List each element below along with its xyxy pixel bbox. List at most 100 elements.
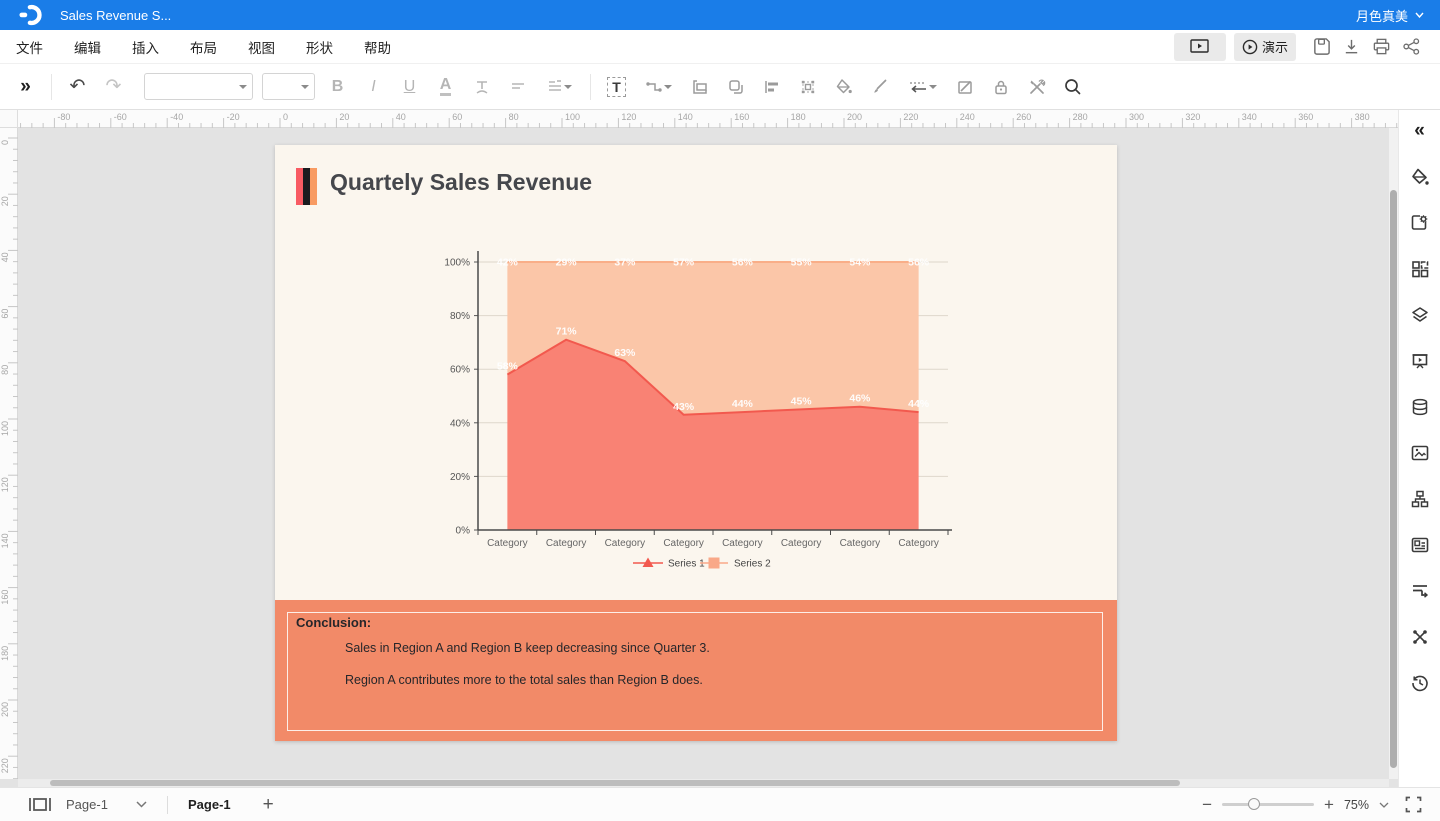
- preview-button[interactable]: [1173, 32, 1226, 61]
- menu-item-view[interactable]: 视图: [248, 40, 275, 56]
- svg-text:100%: 100%: [444, 258, 470, 269]
- tools-icon: [1029, 78, 1045, 94]
- svg-text:57%: 57%: [673, 257, 695, 269]
- menubar: 文件 编辑 插入 布局 视图 形状 帮助 演示: [0, 30, 1440, 64]
- page-dropdown[interactable]: Page-1: [66, 797, 108, 812]
- zoom-slider-knob[interactable]: [1248, 798, 1261, 810]
- fill-color-button[interactable]: [830, 73, 857, 100]
- brush-button[interactable]: [866, 73, 893, 100]
- zoom-slider[interactable]: [1222, 798, 1315, 810]
- svg-text:43%: 43%: [673, 401, 695, 413]
- bold-icon: B: [331, 77, 344, 95]
- page-settings-panel-button[interactable]: [1409, 212, 1430, 233]
- vertical-ruler: 0 20 40 60 80 100 120 140 160 180 200 220: [0, 128, 18, 779]
- vertical-scrollbar-thumb[interactable]: [1390, 190, 1397, 768]
- font-size-select[interactable]: [262, 73, 315, 100]
- edit-shape-button[interactable]: [951, 73, 978, 100]
- menu-item-edit[interactable]: 编辑: [74, 40, 101, 56]
- redo-button[interactable]: ↷: [100, 73, 127, 100]
- search-button[interactable]: [1059, 73, 1086, 100]
- lock-button[interactable]: [987, 73, 1014, 100]
- zoom-out-button[interactable]: −: [1202, 794, 1213, 814]
- statusbar-right: − + 75%: [1202, 795, 1422, 815]
- lock-icon: [994, 80, 1007, 94]
- svg-text:200: 200: [0, 702, 10, 717]
- italic-button[interactable]: I: [360, 73, 387, 100]
- menu-item-shapes[interactable]: 形状: [306, 40, 333, 56]
- area-chart[interactable]: 0% 20% 40% 60% 80% 100% Category Category Catego…: [435, 245, 995, 585]
- menu-item-layout[interactable]: 布局: [190, 40, 217, 56]
- download-button[interactable]: [1340, 36, 1362, 58]
- select-transform-button[interactable]: [794, 73, 821, 100]
- svg-text:80: 80: [509, 112, 519, 122]
- tools-button[interactable]: [1023, 73, 1050, 100]
- svg-text:180: 180: [0, 646, 10, 661]
- print-button[interactable]: [1370, 36, 1392, 58]
- chart-title: Quartely Sales Revenue: [330, 169, 593, 195]
- save-button[interactable]: [1310, 36, 1332, 58]
- text-effect-button[interactable]: [468, 73, 495, 100]
- page-tab-active[interactable]: Page-1: [188, 797, 231, 812]
- line-style-button[interactable]: [902, 73, 942, 100]
- add-page-button[interactable]: +: [262, 793, 274, 815]
- svg-text:60: 60: [452, 112, 462, 122]
- share-button[interactable]: [1400, 36, 1422, 58]
- svg-text:60: 60: [0, 309, 10, 319]
- zoom-in-button[interactable]: +: [1324, 794, 1334, 814]
- page-dropdown-caret-icon[interactable]: [136, 801, 147, 808]
- document-page[interactable]: Quartely Sales Revenue 0% 20% 40% 60% 80% 100…: [275, 145, 1117, 741]
- horizontal-scrollbar[interactable]: [18, 779, 1389, 787]
- zoom-level[interactable]: 75%: [1343, 797, 1369, 812]
- history-panel-button[interactable]: [1409, 672, 1430, 693]
- container-button[interactable]: [686, 73, 713, 100]
- line-spacing-button[interactable]: [540, 73, 578, 100]
- caret-down-icon: [301, 84, 309, 89]
- collapse-sidebar-button[interactable]: «: [1409, 120, 1430, 141]
- menu-item-help[interactable]: 帮助: [364, 40, 391, 56]
- canvas-workspace[interactable]: Quartely Sales Revenue 0% 20% 40% 60% 80% 100…: [18, 128, 1389, 779]
- svg-text:80%: 80%: [450, 311, 470, 322]
- svg-text:42%: 42%: [497, 257, 519, 269]
- conclusion-box[interactable]: Conclusion: Sales in Region A and Region…: [275, 600, 1117, 741]
- text-tool-button[interactable]: T: [603, 73, 630, 100]
- relationship-panel-button[interactable]: [1409, 626, 1430, 647]
- bold-button[interactable]: B: [324, 73, 351, 100]
- font-family-select[interactable]: [144, 73, 253, 100]
- expand-toolbar-button[interactable]: »: [12, 73, 39, 100]
- underline-button[interactable]: U: [396, 73, 423, 100]
- outline-panel-button[interactable]: [1409, 580, 1430, 601]
- align-text-button[interactable]: [504, 73, 531, 100]
- data-panel-button[interactable]: [1409, 396, 1430, 417]
- svg-text:44%: 44%: [908, 398, 930, 410]
- svg-text:100: 100: [565, 112, 580, 122]
- group-button[interactable]: [722, 73, 749, 100]
- menu-item-file[interactable]: 文件: [16, 40, 43, 56]
- font-color-button[interactable]: A: [432, 73, 459, 100]
- fullscreen-icon[interactable]: [1405, 796, 1422, 813]
- horizontal-scrollbar-thumb[interactable]: [50, 780, 1180, 786]
- svg-text:-80: -80: [57, 112, 70, 122]
- present-button[interactable]: 演示: [1233, 32, 1296, 61]
- connector-button[interactable]: [639, 73, 677, 100]
- app-logo-icon[interactable]: [14, 0, 44, 30]
- fill-panel-button[interactable]: [1409, 166, 1430, 187]
- menu-item-insert[interactable]: 插入: [132, 40, 159, 56]
- zoom-caret-icon[interactable]: [1379, 802, 1389, 808]
- undo-button[interactable]: ↶: [64, 73, 91, 100]
- user-menu[interactable]: 月色真美: [1356, 6, 1424, 25]
- text-box-icon: T: [607, 76, 626, 97]
- svg-text:100: 100: [0, 421, 10, 436]
- image-panel-button[interactable]: [1409, 442, 1430, 463]
- svg-text:280: 280: [1073, 112, 1088, 122]
- symbol-library-panel-button[interactable]: [1409, 258, 1430, 279]
- presentation-panel-button[interactable]: [1409, 350, 1430, 371]
- org-chart-panel-button[interactable]: [1409, 488, 1430, 509]
- svg-text:300: 300: [1129, 112, 1144, 122]
- svg-text:54%: 54%: [849, 257, 871, 269]
- vertical-scrollbar[interactable]: [1389, 128, 1398, 779]
- page-overview-icon[interactable]: [28, 796, 52, 813]
- align-objects-button[interactable]: [758, 73, 785, 100]
- double-chevron-left-icon: «: [1414, 120, 1425, 141]
- layers-panel-button[interactable]: [1409, 304, 1430, 325]
- clip-art-panel-button[interactable]: [1409, 534, 1430, 555]
